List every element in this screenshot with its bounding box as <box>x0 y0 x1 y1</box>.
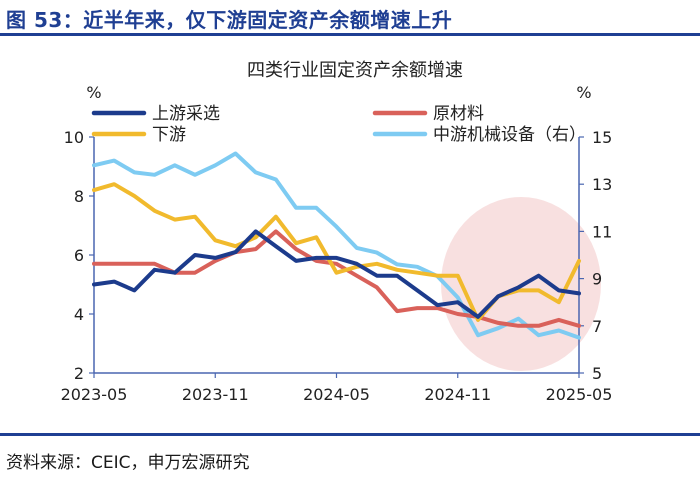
right-tick-label: 13 <box>592 175 612 194</box>
left-tick-label: 10 <box>64 128 84 147</box>
x-tick-label: 2023-05 <box>61 385 128 404</box>
right-tick-label: 11 <box>592 222 612 241</box>
left-axis-unit: % <box>86 83 101 102</box>
x-tick-label: 2025-05 <box>546 385 613 404</box>
right-tick-label: 9 <box>592 270 602 289</box>
legend-label-1: 上游采选 <box>152 104 220 124</box>
right-tick-label: 7 <box>592 317 602 336</box>
left-tick-label: 2 <box>74 364 84 383</box>
right-tick-label: 5 <box>592 364 602 383</box>
x-tick-label: 2023-11 <box>182 385 249 404</box>
chart-title: 四类行业固定资产余额增速 <box>247 60 463 81</box>
right-tick-label: 15 <box>592 128 612 147</box>
right-axis-unit: % <box>576 83 591 102</box>
series-line-4 <box>92 151 581 340</box>
left-tick-label: 4 <box>74 305 84 324</box>
x-tick-label: 2024-05 <box>303 385 370 404</box>
source-note: 资料来源：CEIC，申万宏源研究 <box>6 453 250 473</box>
series-lines <box>92 151 581 340</box>
x-tick-label: 2024-11 <box>424 385 491 404</box>
legend-label-2: 原材料 <box>433 104 484 124</box>
legend-label-4: 中游机械设备（右） <box>433 125 586 145</box>
legend-label-3: 下游 <box>152 125 186 145</box>
source-rule <box>0 433 700 436</box>
series-line-1 <box>92 229 581 319</box>
axes: 2 4 6 8 10 5 7 9 11 13 15 2023-05 2023-11 2024-05 2024… <box>61 128 613 404</box>
left-tick-label: 6 <box>74 246 84 265</box>
figure-title: 图 53：近半年来，仅下游固定资产余额增速上升 <box>6 8 453 32</box>
left-tick-label: 8 <box>74 187 84 206</box>
title-rule <box>0 33 700 36</box>
